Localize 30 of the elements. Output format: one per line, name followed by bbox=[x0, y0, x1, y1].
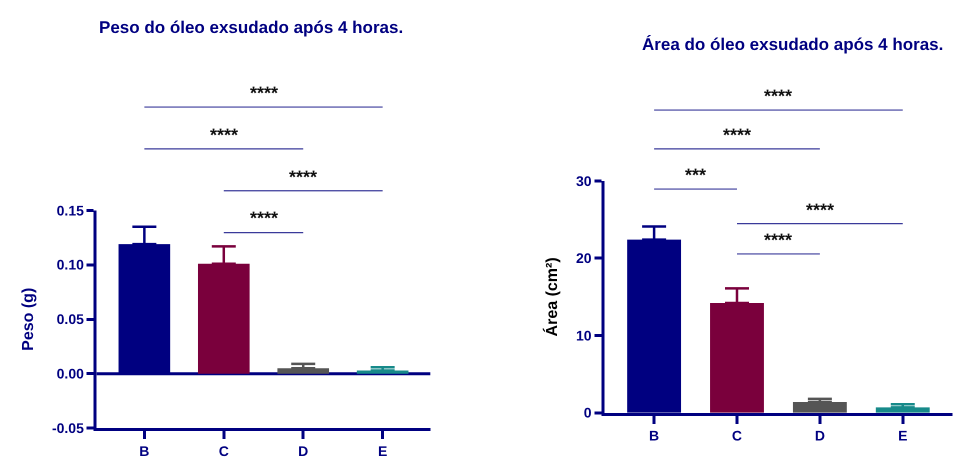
chart-title: Peso do óleo exsudado após 4 horas. bbox=[99, 18, 404, 37]
x-tick-label: E bbox=[378, 442, 388, 459]
y-tick-label: 0.15 bbox=[56, 202, 84, 218]
y-tick-label: 30 bbox=[576, 172, 592, 189]
text: **** bbox=[764, 86, 792, 106]
x-tick-label: D bbox=[814, 428, 825, 444]
annotation: **** bbox=[250, 208, 278, 228]
y-axis-title: Área (cm²) bbox=[542, 257, 561, 336]
x-tick-label: C bbox=[732, 428, 742, 444]
text: **** bbox=[210, 125, 238, 145]
text: **** bbox=[250, 83, 278, 103]
annotation: *** bbox=[685, 165, 706, 185]
x-tick-label: B bbox=[139, 442, 150, 459]
x-tick-label: C bbox=[218, 442, 229, 459]
y-axis-title: Peso (g) bbox=[20, 288, 37, 351]
y-tick-label: 0.10 bbox=[56, 256, 84, 273]
y-tick-label: 0 bbox=[584, 404, 592, 421]
y-tick-label: 10 bbox=[576, 327, 592, 344]
chart-title: Área do óleo exsudado após 4 horas. bbox=[642, 34, 944, 54]
annotation: **** bbox=[806, 200, 834, 220]
text: **** bbox=[723, 125, 752, 145]
x-tick-label: B bbox=[649, 428, 660, 444]
y-tick-label: 0.00 bbox=[56, 366, 84, 382]
annotation: **** bbox=[764, 230, 792, 250]
y-tick-label: 20 bbox=[576, 250, 592, 266]
x-tick-label: E bbox=[898, 428, 908, 444]
y-tick-label: -0.05 bbox=[52, 420, 84, 436]
text: **** bbox=[289, 167, 318, 187]
y-tick-label: 0.05 bbox=[56, 311, 84, 328]
x-tick-label: D bbox=[298, 442, 308, 459]
